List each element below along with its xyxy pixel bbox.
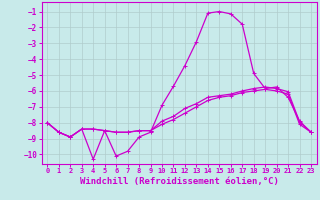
X-axis label: Windchill (Refroidissement éolien,°C): Windchill (Refroidissement éolien,°C)	[80, 177, 279, 186]
